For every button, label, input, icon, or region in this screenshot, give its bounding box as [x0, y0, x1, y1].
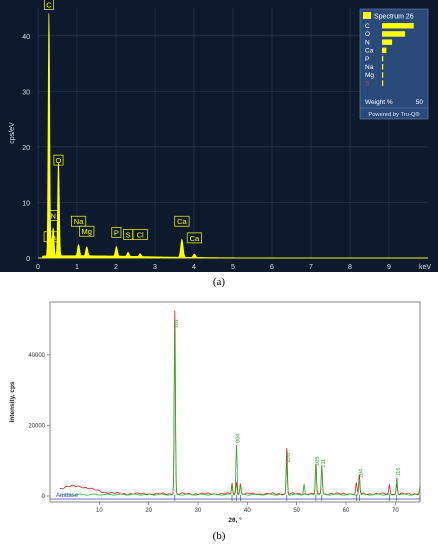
x-tick-label: 0: [36, 264, 40, 271]
x-tick-label: 3: [153, 264, 157, 271]
element-label-text: C: [46, 1, 52, 10]
element-label-text: Ca: [190, 234, 200, 243]
y-axis-label: Intensity, cps: [9, 381, 16, 422]
y-tick-label: 0: [26, 256, 30, 263]
legend-scale-max: 50: [416, 99, 424, 106]
xrd-pattern-panel: 10 20 30 40 50 60 70 0 20000 40000 2θ, ° Intensity,…: [0, 292, 438, 527]
element-label-box: [174, 215, 190, 227]
x-axis-label: 2θ, °: [228, 516, 242, 524]
peak-label: 116: [396, 468, 402, 477]
y-tick-label: 20000: [28, 423, 45, 429]
peak-label: 211: [321, 459, 327, 468]
legend-weight-bar: [382, 39, 393, 45]
y-tick-label: 40000: [28, 353, 45, 359]
spectrum-area: [38, 13, 428, 259]
x-unit-label: keV: [419, 264, 431, 271]
element-label-box: [71, 215, 87, 227]
x-tick-label: 4: [192, 264, 196, 271]
caption-a: (a): [212, 276, 226, 288]
caption-b: (b): [212, 530, 226, 542]
reference-phase-label: Anatase: [56, 493, 79, 499]
element-label: C: [43, 0, 54, 10]
element-label-text: P: [114, 228, 119, 237]
element-label-box: [53, 154, 64, 166]
element-label: P: [111, 226, 122, 238]
element-label-text: O: [56, 156, 62, 165]
element-label-text: Ca: [177, 217, 187, 226]
x-tick-label: 70: [392, 508, 399, 514]
element-label-text: S: [126, 231, 131, 240]
legend-weight-bar: [382, 47, 387, 54]
y-tick-label: 0: [42, 494, 46, 500]
element-label-box: [79, 225, 95, 237]
x-tick-label: 9: [387, 264, 391, 271]
y-tick-label: 30: [22, 89, 30, 96]
x-tick-label: 8: [348, 264, 352, 271]
element-label-box: [43, 0, 54, 10]
legend-element-label: Ca: [365, 48, 374, 55]
legend-weight-bar: [382, 31, 406, 37]
legend-weight-bar: [382, 80, 384, 86]
x-tick-label: 1: [75, 264, 79, 271]
x-tick-label: 6: [270, 264, 274, 271]
x-tick-label: 10: [96, 508, 103, 514]
element-label-box: [43, 231, 59, 243]
element-label-text: Mg: [82, 227, 92, 236]
element-label-text: N: [50, 212, 55, 221]
x-tick-label: 2: [114, 264, 118, 271]
legend-swatch: [363, 12, 371, 19]
element-label: Na: [71, 215, 87, 227]
eds-spectrum-panel: 0 1 2 3 4 5 6 7 8 9 0 10 20 30 40 keV cps/eV C N Ca O Na Mg P S C…: [0, 0, 438, 272]
legend-element-label: Mg: [365, 72, 374, 79]
legend-element-label: O: [365, 31, 370, 38]
element-label: O: [53, 154, 64, 166]
element-label: N: [48, 210, 59, 222]
y-axis-label: cps/eV: [9, 122, 16, 144]
y-tick-label: 40: [22, 34, 30, 41]
element-label: Ca: [174, 215, 190, 227]
peak-label: 204: [358, 469, 364, 478]
peak-label: 200: [286, 453, 292, 462]
element-label-box: [132, 229, 148, 240]
legend-element-label: N: [365, 39, 370, 46]
element-label-text: Cl: [137, 231, 144, 240]
legend-element-label: Na: [365, 64, 374, 71]
peak-label: 105: [315, 457, 321, 466]
legend-scale-label: Weight %: [365, 99, 393, 106]
y-tick-label: 20: [22, 145, 30, 152]
legend-element-label: C: [365, 23, 370, 30]
element-label-box: [186, 232, 202, 244]
legend-element-label: S: [365, 80, 370, 87]
x-tick-label: 7: [309, 264, 313, 271]
x-tick-label: 5: [231, 264, 235, 271]
peak-label: 101: [174, 319, 180, 328]
xrd-pattern-chart: 10 20 30 40 50 60 70 0 20000 40000 2θ, ° Intensity,…: [9, 301, 421, 524]
element-label: Ca: [186, 232, 202, 244]
x-tick-label: 30: [195, 508, 202, 514]
element-label-box: [111, 226, 122, 238]
element-label: Cl: [132, 229, 148, 240]
legend-weight-bar: [382, 72, 384, 78]
x-tick-label: 60: [343, 508, 350, 514]
y-tick-label: 10: [22, 200, 30, 207]
legend-weight-bar: [382, 55, 384, 62]
xrd-series-green: [59, 328, 421, 496]
legend-title: Spectrum 26: [374, 14, 414, 21]
x-tick-label: 50: [293, 508, 300, 514]
element-label-box: [48, 210, 59, 222]
legend-weight-bar: [382, 64, 384, 70]
element-label: Mg: [79, 225, 95, 237]
plot-frame: [49, 301, 421, 503]
peak-label: 004: [235, 434, 241, 443]
legend-footer: Powered by Tru-Q®: [368, 111, 420, 118]
element-label: Ca: [43, 231, 59, 243]
legend-element-label: P: [365, 56, 369, 63]
x-tick-label: 40: [244, 508, 251, 514]
element-label-text: Ca: [46, 233, 56, 242]
legend-weight-bar: [382, 23, 414, 29]
x-tick-label: 20: [145, 508, 152, 514]
element-label-text: Na: [74, 217, 84, 226]
